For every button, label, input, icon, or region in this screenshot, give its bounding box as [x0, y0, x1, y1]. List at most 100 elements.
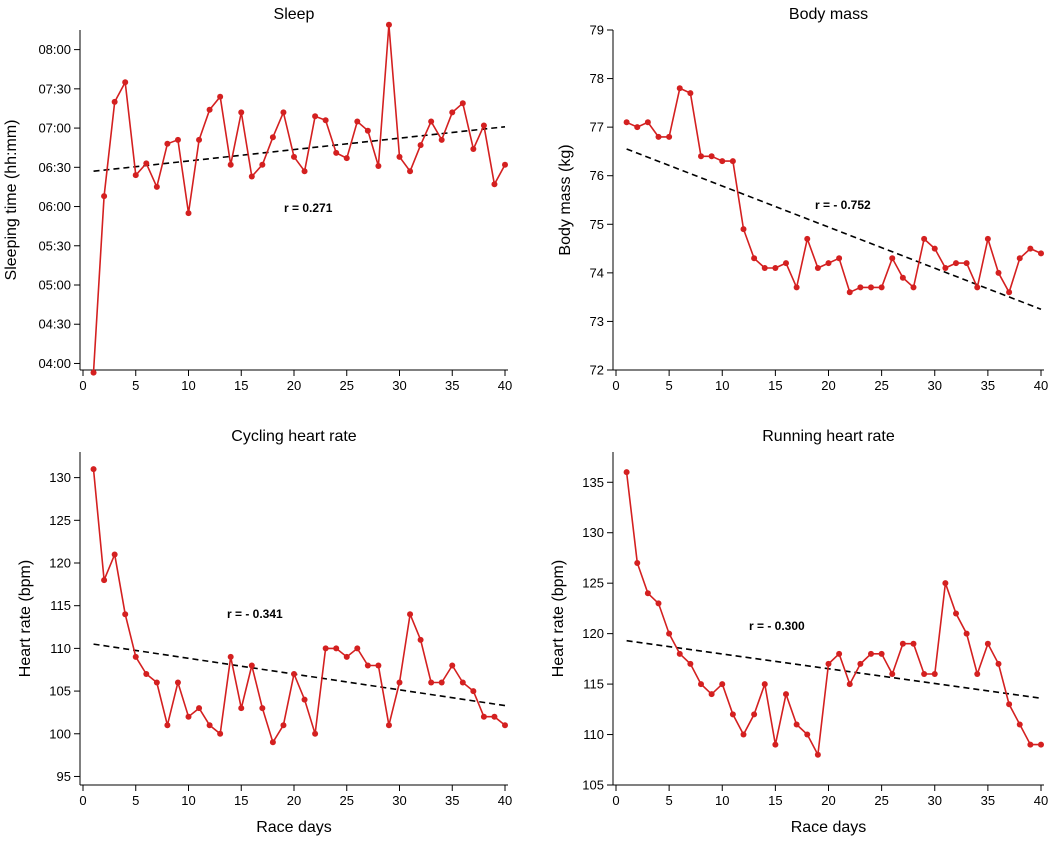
data-point [953, 260, 959, 267]
data-point [143, 160, 150, 167]
data-point [804, 731, 811, 738]
data-point [974, 671, 981, 677]
data-point [111, 551, 118, 558]
data-point [761, 681, 768, 688]
data-point [459, 100, 466, 107]
correlation-annotation: r = - 0.341 [227, 607, 283, 621]
data-point [1027, 245, 1034, 252]
data-point [132, 653, 139, 660]
data-point [428, 118, 435, 125]
y-axis-label: Sleeping time (hh:mm) [3, 120, 20, 281]
data-point [269, 134, 276, 141]
data-point [687, 660, 694, 667]
data-point [312, 730, 319, 737]
y-tick-label: 110 [583, 727, 604, 742]
x-tick-label: 30 [392, 793, 406, 808]
series-line [625, 472, 1041, 758]
data-point [708, 691, 715, 698]
x-tick-label: 35 [445, 793, 459, 808]
data-point [343, 653, 350, 660]
chart-panel: Sleep 0 5 10 15 20 25 30 35 40 04:00 04:30 05:00 05:3… [3, 6, 512, 393]
y-tick-label: 07:30 [38, 81, 71, 96]
data-point [164, 140, 171, 147]
data-point [644, 590, 651, 597]
data-point [227, 653, 234, 660]
data-point [449, 109, 456, 116]
data-point [1006, 701, 1013, 708]
x-tick-label: 15 [768, 793, 782, 808]
data-point [984, 640, 991, 647]
x-tick-label: 10 [715, 793, 729, 808]
data-point [1016, 721, 1023, 728]
data-point [269, 739, 276, 746]
data-point [217, 93, 224, 100]
data-point [185, 210, 192, 217]
x-tick-label: 10 [715, 378, 729, 393]
chart-panel: Cycling heart rate 0 5 10 15 20 25 30 35 40 95 100 1… [17, 428, 512, 836]
data-point [1027, 741, 1034, 748]
x-tick-label: 0 [79, 793, 86, 808]
data-point [111, 98, 118, 105]
data-point [623, 119, 630, 126]
data-point [921, 235, 928, 242]
data-point [364, 127, 371, 134]
y-tick-label: 135 [582, 475, 604, 490]
data-point [301, 696, 308, 703]
data-point [953, 610, 959, 617]
x-tick-label: 35 [981, 793, 995, 808]
data-point [238, 705, 245, 712]
data-point [259, 161, 266, 168]
x-tick-label: 5 [132, 793, 139, 808]
trend-line [626, 148, 1042, 311]
series-line [92, 469, 506, 745]
data-point [354, 645, 361, 652]
data-point [174, 679, 181, 686]
data-point [480, 713, 487, 720]
data-point [889, 255, 896, 262]
y-tick-label: 74 [590, 265, 604, 280]
data-point [385, 722, 392, 729]
data-point [122, 79, 129, 86]
y-tick-label: 120 [582, 626, 604, 641]
x-tick-label: 25 [874, 378, 888, 393]
data-point [206, 722, 213, 729]
data-point [889, 671, 896, 677]
x-tick-label: 20 [287, 378, 301, 393]
y-tick-label: 04:00 [38, 356, 71, 371]
trend-line [93, 125, 506, 173]
data-point [793, 284, 800, 291]
y-tick-label: 77 [590, 120, 604, 135]
data-point [804, 235, 811, 242]
data-point [751, 255, 758, 262]
x-tick-label: 30 [928, 378, 942, 393]
data-point [502, 161, 508, 168]
data-point [793, 721, 800, 728]
y-tick-label: 100 [49, 726, 71, 741]
data-point [470, 146, 477, 152]
y-tick-label: 120 [49, 556, 71, 571]
data-point [655, 600, 662, 607]
data-point [1038, 250, 1044, 257]
x-tick-label: 25 [340, 378, 354, 393]
x-tick-label: 5 [666, 793, 673, 808]
data-point [772, 265, 779, 271]
y-tick-label: 75 [590, 217, 604, 232]
data-point [931, 245, 938, 252]
correlation-annotation: r = - 0.752 [815, 198, 871, 212]
data-point [375, 163, 382, 169]
data-point [301, 168, 308, 175]
data-point [772, 741, 779, 748]
data-point [846, 681, 853, 688]
y-tick-label: 06:30 [38, 160, 71, 175]
chart-panel: Running heart rate 0 5 10 15 20 25 30 35 40 105 110… [550, 428, 1048, 836]
y-tick-label: 110 [50, 641, 71, 656]
data-point [333, 149, 340, 156]
data-point [322, 117, 329, 124]
data-point [90, 466, 97, 473]
y-tick-label: 125 [49, 513, 71, 528]
data-point [459, 679, 466, 686]
y-tick-label: 78 [590, 71, 604, 86]
x-tick-label: 10 [181, 793, 195, 808]
x-tick-label: 20 [287, 793, 301, 808]
